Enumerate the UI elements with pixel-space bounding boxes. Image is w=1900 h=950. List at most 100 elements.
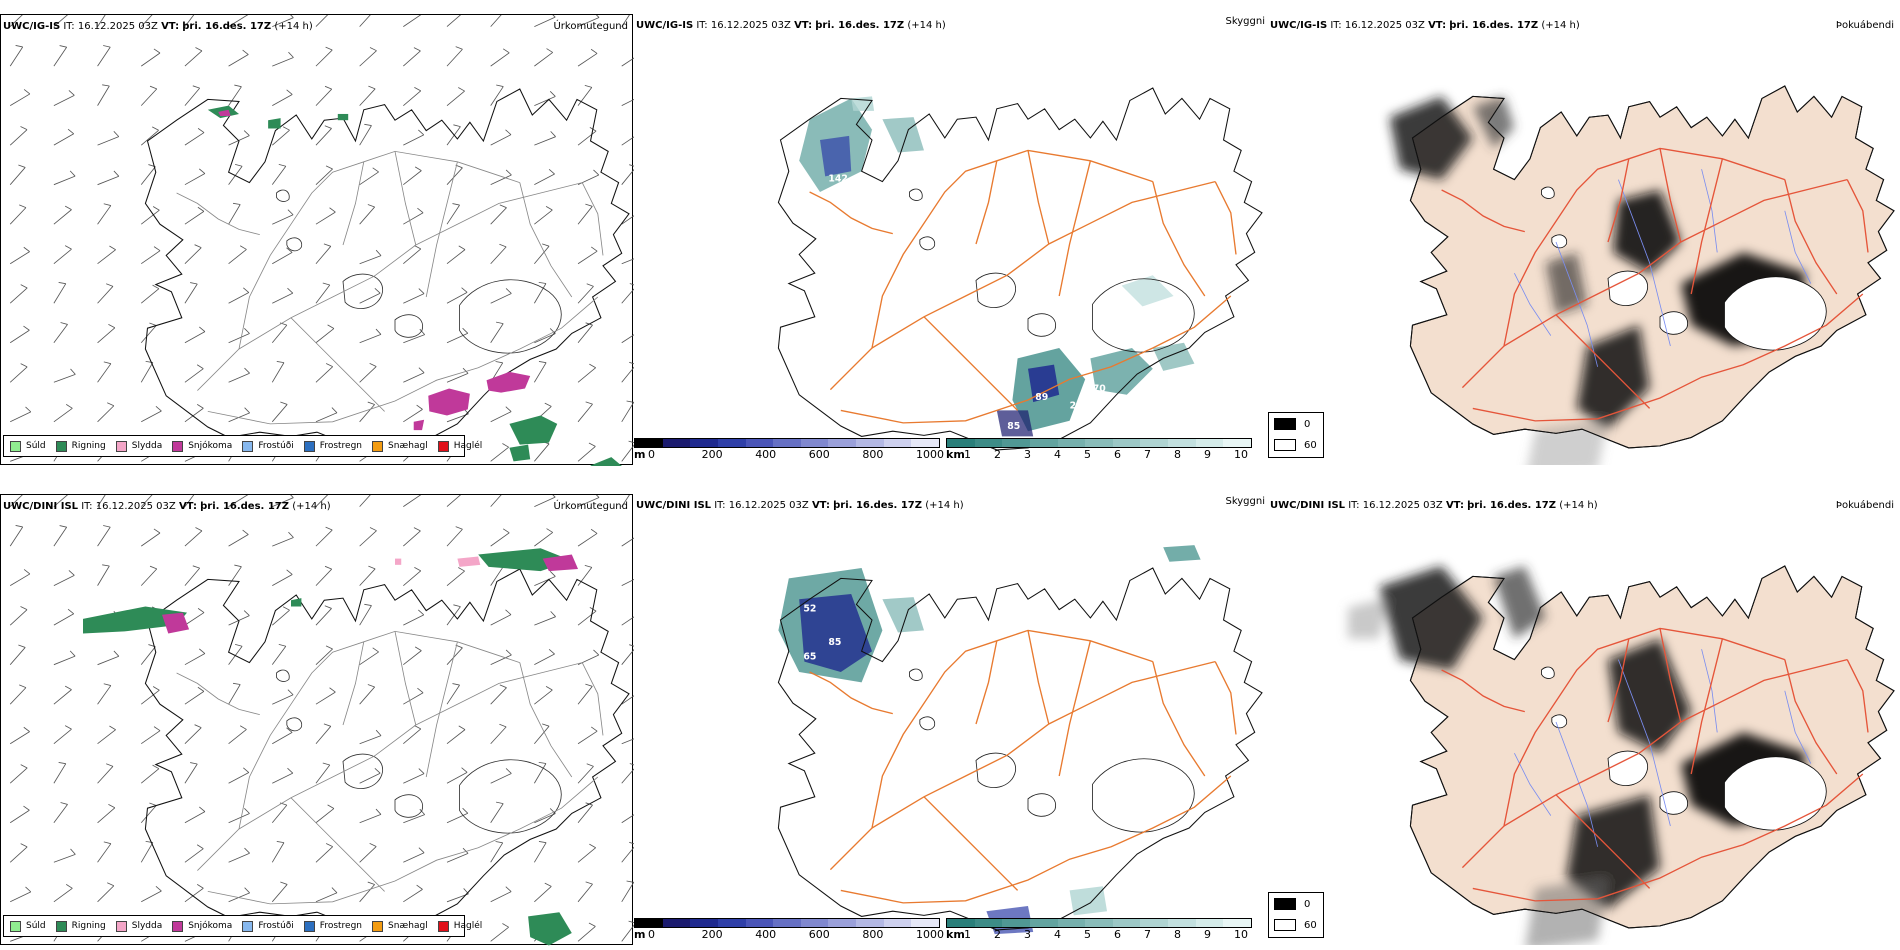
road-line bbox=[207, 776, 599, 905]
road-line bbox=[1027, 150, 1050, 245]
glacier-outline bbox=[276, 189, 290, 202]
wind-barb-tick bbox=[629, 164, 634, 167]
wind-barb-tick bbox=[324, 565, 332, 570]
wind-barb-tick bbox=[414, 245, 421, 250]
fog-legend-swatch bbox=[1274, 898, 1296, 910]
wind-barb-tick bbox=[324, 125, 332, 129]
wind-barb-tick bbox=[232, 202, 241, 205]
fog-map-row1 bbox=[1389, 85, 1895, 465]
wind-barb-tick bbox=[109, 245, 116, 251]
wind-barb-tick bbox=[375, 249, 382, 256]
wind-barb bbox=[621, 57, 634, 67]
fog-area bbox=[1493, 566, 1546, 639]
valid-time: þri. 16.des. 17Z bbox=[815, 20, 905, 31]
wind-barb bbox=[359, 605, 372, 626]
wind-barb-tick bbox=[287, 767, 294, 774]
wind-barb bbox=[9, 366, 28, 383]
map-header: UWC/IG-IS IT: 16.12.2025 03Z VT: þri. 16… bbox=[636, 20, 946, 32]
river-line bbox=[1701, 169, 1718, 253]
colorbar-segment bbox=[856, 919, 884, 927]
colorbar-tick: 3 bbox=[1024, 448, 1031, 461]
wind-barb-tick bbox=[23, 805, 30, 811]
wind-barb bbox=[577, 324, 593, 344]
wind-barb bbox=[315, 648, 333, 665]
glacier-outline bbox=[1724, 756, 1827, 831]
wind-barb bbox=[534, 653, 555, 666]
wind-barb bbox=[184, 763, 198, 784]
colorbar-tick: 9 bbox=[1204, 928, 1211, 941]
wind-barb bbox=[534, 52, 553, 67]
wind-barb bbox=[490, 773, 512, 784]
glacier-outline bbox=[1551, 714, 1568, 729]
road-line bbox=[840, 295, 1232, 424]
wind-barb-tick bbox=[499, 684, 507, 689]
wind-barb-tick bbox=[550, 611, 556, 617]
road-line bbox=[197, 662, 583, 871]
wind-barb bbox=[140, 325, 157, 344]
wind-barb bbox=[228, 852, 250, 863]
wind-barb bbox=[184, 368, 204, 383]
glacier-outline bbox=[1607, 750, 1648, 787]
wind-barb bbox=[228, 54, 249, 67]
snow-area bbox=[428, 388, 470, 416]
road-line bbox=[394, 631, 417, 726]
wind-barb-tick bbox=[458, 567, 465, 572]
map-header: UWC/DINI ISL IT: 16.12.2025 03Z VT: þri.… bbox=[636, 500, 964, 512]
river-line bbox=[1555, 721, 1599, 847]
wind-barb-tick bbox=[23, 325, 30, 331]
precip-legend-label: Slydda bbox=[131, 441, 163, 451]
wind-barb bbox=[490, 842, 504, 863]
colorbar-segment bbox=[1002, 439, 1030, 447]
wind-barb-tick bbox=[108, 323, 116, 329]
wind-barb-tick bbox=[19, 684, 27, 688]
precip-legend-label: Rigning bbox=[71, 441, 106, 451]
wind-barb bbox=[184, 132, 205, 146]
precip-legend: Súld Rigning Slydda Snjókoma Frostúði Frostre… bbox=[3, 435, 482, 457]
wind-barb-tick bbox=[323, 723, 331, 727]
wind-barb-tick bbox=[67, 128, 75, 135]
wind-barb bbox=[577, 766, 594, 784]
visibility-value-labels: 142 89 870 252 85 bbox=[828, 174, 1106, 433]
low-visibility-area bbox=[1028, 364, 1060, 403]
wind-barb bbox=[359, 292, 381, 304]
wind-barb bbox=[359, 334, 382, 344]
wind-barb bbox=[9, 129, 28, 146]
wind-barb bbox=[359, 206, 375, 225]
wind-barb bbox=[577, 926, 596, 942]
colorbar-segment bbox=[1168, 439, 1196, 447]
colorbar-tick: 800 bbox=[862, 448, 884, 461]
glacier-outline bbox=[1541, 666, 1555, 679]
precip-legend-label: Snjókoma bbox=[188, 921, 233, 931]
wind-barb bbox=[446, 647, 463, 665]
wind-barb bbox=[53, 248, 72, 265]
wind-barb-tick bbox=[418, 768, 425, 774]
wind-barb-tick bbox=[590, 48, 598, 54]
precip-legend-swatch bbox=[372, 440, 384, 452]
map-header: UWC/DINI ISL IT: 16.12.2025 03Z VT: þri.… bbox=[1270, 500, 1598, 512]
wind-barb-tick bbox=[461, 287, 468, 293]
wind-barb bbox=[97, 729, 116, 745]
wind-barb-tick bbox=[280, 881, 288, 885]
wind-barb-tick bbox=[190, 282, 198, 285]
wind-barb-tick bbox=[629, 644, 634, 647]
wind-barb bbox=[97, 363, 112, 383]
wind-barb bbox=[490, 207, 507, 225]
wind-barb-tick bbox=[590, 528, 598, 534]
river-line bbox=[1618, 659, 1671, 827]
wind-barb-tick bbox=[414, 87, 421, 92]
wind-barb bbox=[315, 246, 332, 264]
colorbar-tick: 0 bbox=[648, 448, 655, 461]
wind-barb bbox=[621, 738, 634, 745]
wind-barb bbox=[621, 616, 634, 626]
colorbar-segment bbox=[717, 919, 746, 927]
road-line bbox=[1472, 293, 1864, 422]
wind-barb-tick bbox=[416, 884, 423, 890]
wind-barb bbox=[403, 170, 422, 186]
glacier-outline bbox=[394, 794, 423, 818]
wind-barb-tick bbox=[23, 89, 31, 95]
precip-legend-swatch bbox=[10, 440, 21, 452]
rain-area bbox=[291, 598, 302, 607]
river-lines bbox=[1514, 649, 1812, 847]
road-line bbox=[342, 161, 365, 246]
glacier-outline bbox=[919, 716, 936, 731]
